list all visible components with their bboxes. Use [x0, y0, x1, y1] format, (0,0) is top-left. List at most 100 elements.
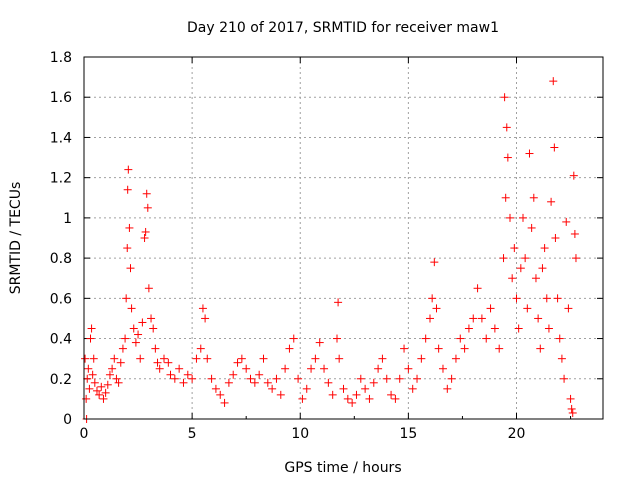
data-point [536, 344, 545, 353]
data-point [285, 344, 294, 353]
data-point [534, 314, 543, 323]
data-point [92, 386, 101, 395]
data-point [506, 213, 515, 222]
y-tick-label: 0.6 [50, 291, 72, 307]
data-point [570, 229, 579, 238]
data-point [567, 404, 576, 413]
data-point [400, 344, 409, 353]
data-point [242, 364, 251, 373]
data-point [540, 244, 549, 253]
data-point [311, 354, 320, 363]
y-tick-label: 1.8 [50, 50, 72, 66]
data-point [382, 374, 391, 383]
data-point [408, 384, 417, 393]
data-point [192, 354, 201, 363]
data-point [216, 390, 225, 399]
data-point [451, 354, 460, 363]
data-points [81, 77, 580, 423]
data-point [324, 378, 333, 387]
data-point [417, 354, 426, 363]
data-point [220, 398, 229, 407]
data-point [116, 358, 125, 367]
data-point [387, 390, 396, 399]
data-point [365, 394, 374, 403]
data-point [108, 364, 117, 373]
data-point [438, 364, 447, 373]
data-point [473, 284, 482, 293]
data-point [568, 408, 577, 417]
data-point [374, 364, 383, 373]
data-point [237, 354, 246, 363]
data-point [391, 394, 400, 403]
data-point [81, 354, 90, 363]
grid [83, 57, 603, 419]
data-point [83, 374, 92, 383]
data-point [224, 378, 233, 387]
data-point [328, 390, 337, 399]
data-point [482, 334, 491, 343]
data-point [456, 334, 465, 343]
data-point [89, 354, 98, 363]
data-point [553, 294, 562, 303]
data-point [134, 330, 143, 339]
data-point [140, 234, 149, 242]
data-point [434, 344, 443, 353]
data-point [97, 382, 106, 391]
data-point [502, 123, 511, 132]
y-tick-label: 1.2 [50, 171, 72, 187]
data-point [233, 358, 242, 367]
data-point [538, 264, 547, 273]
data-point [512, 294, 521, 303]
data-point [276, 390, 285, 399]
data-point [339, 384, 348, 393]
data-point [121, 334, 130, 343]
data-point [486, 304, 495, 313]
data-point [294, 374, 303, 383]
data-point [521, 254, 530, 263]
data-point [564, 304, 573, 313]
y-tick-label: 1.4 [50, 130, 72, 146]
data-point [229, 370, 238, 379]
data-point [460, 344, 469, 353]
data-point [503, 153, 512, 162]
data-point [518, 213, 527, 222]
data-point [207, 374, 216, 383]
data-point [155, 364, 164, 373]
data-point [413, 374, 422, 383]
data-point [557, 354, 566, 363]
data-point [118, 344, 127, 353]
data-point [101, 388, 110, 397]
data-point [430, 258, 439, 267]
y-tick-label: 0.4 [50, 332, 72, 348]
data-point [348, 398, 357, 407]
data-point [90, 378, 99, 387]
data-point [88, 370, 97, 379]
y-tick-label: 1.6 [50, 90, 72, 106]
data-point [263, 378, 272, 387]
data-point [514, 324, 523, 333]
data-point [183, 370, 192, 379]
data-point [149, 324, 158, 333]
data-point [447, 374, 456, 383]
data-point [142, 189, 151, 198]
data-point [188, 374, 197, 383]
chart-title: Day 210 of 2017, SRMTID for receiver maw… [187, 20, 499, 36]
data-point [122, 294, 131, 303]
data-point [268, 384, 277, 393]
data-point [151, 344, 160, 353]
data-point [547, 197, 556, 206]
data-point [123, 185, 132, 194]
data-point [82, 394, 91, 403]
data-point [531, 274, 540, 283]
data-point [542, 294, 551, 303]
data-point [320, 364, 329, 373]
data-point [153, 358, 162, 367]
data-point [378, 354, 387, 363]
data-point [131, 338, 140, 347]
y-tick-label: 0.2 [50, 372, 72, 388]
data-point [523, 304, 532, 313]
x-tick-label: 15 [399, 426, 417, 442]
data-point [352, 390, 361, 399]
data-point [499, 254, 508, 263]
